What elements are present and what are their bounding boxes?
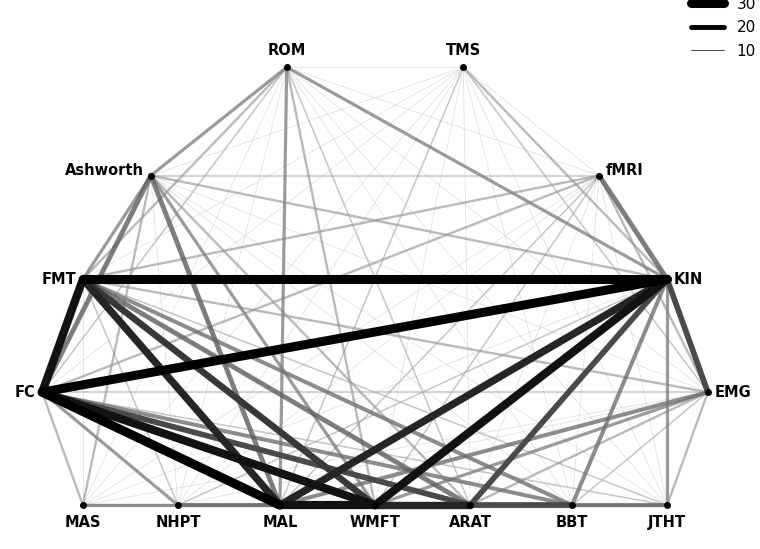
Text: EMG: EMG [714,385,752,400]
Text: NHPT: NHPT [155,514,201,530]
Text: ROM: ROM [268,43,306,58]
Legend: 30, 20, 10: 30, 20, 10 [691,0,756,59]
Text: FMT: FMT [41,272,76,287]
Text: WMFT: WMFT [350,514,401,530]
Text: BBT: BBT [556,514,588,530]
Text: MAL: MAL [262,514,298,530]
Text: MAS: MAS [65,514,101,530]
Text: FC: FC [14,385,36,400]
Text: JTHT: JTHT [648,514,686,530]
Text: KIN: KIN [674,272,703,287]
Text: Ashworth: Ashworth [65,163,144,178]
Text: ARAT: ARAT [448,514,492,530]
Text: fMRI: fMRI [606,163,644,178]
Text: TMS: TMS [445,43,481,58]
